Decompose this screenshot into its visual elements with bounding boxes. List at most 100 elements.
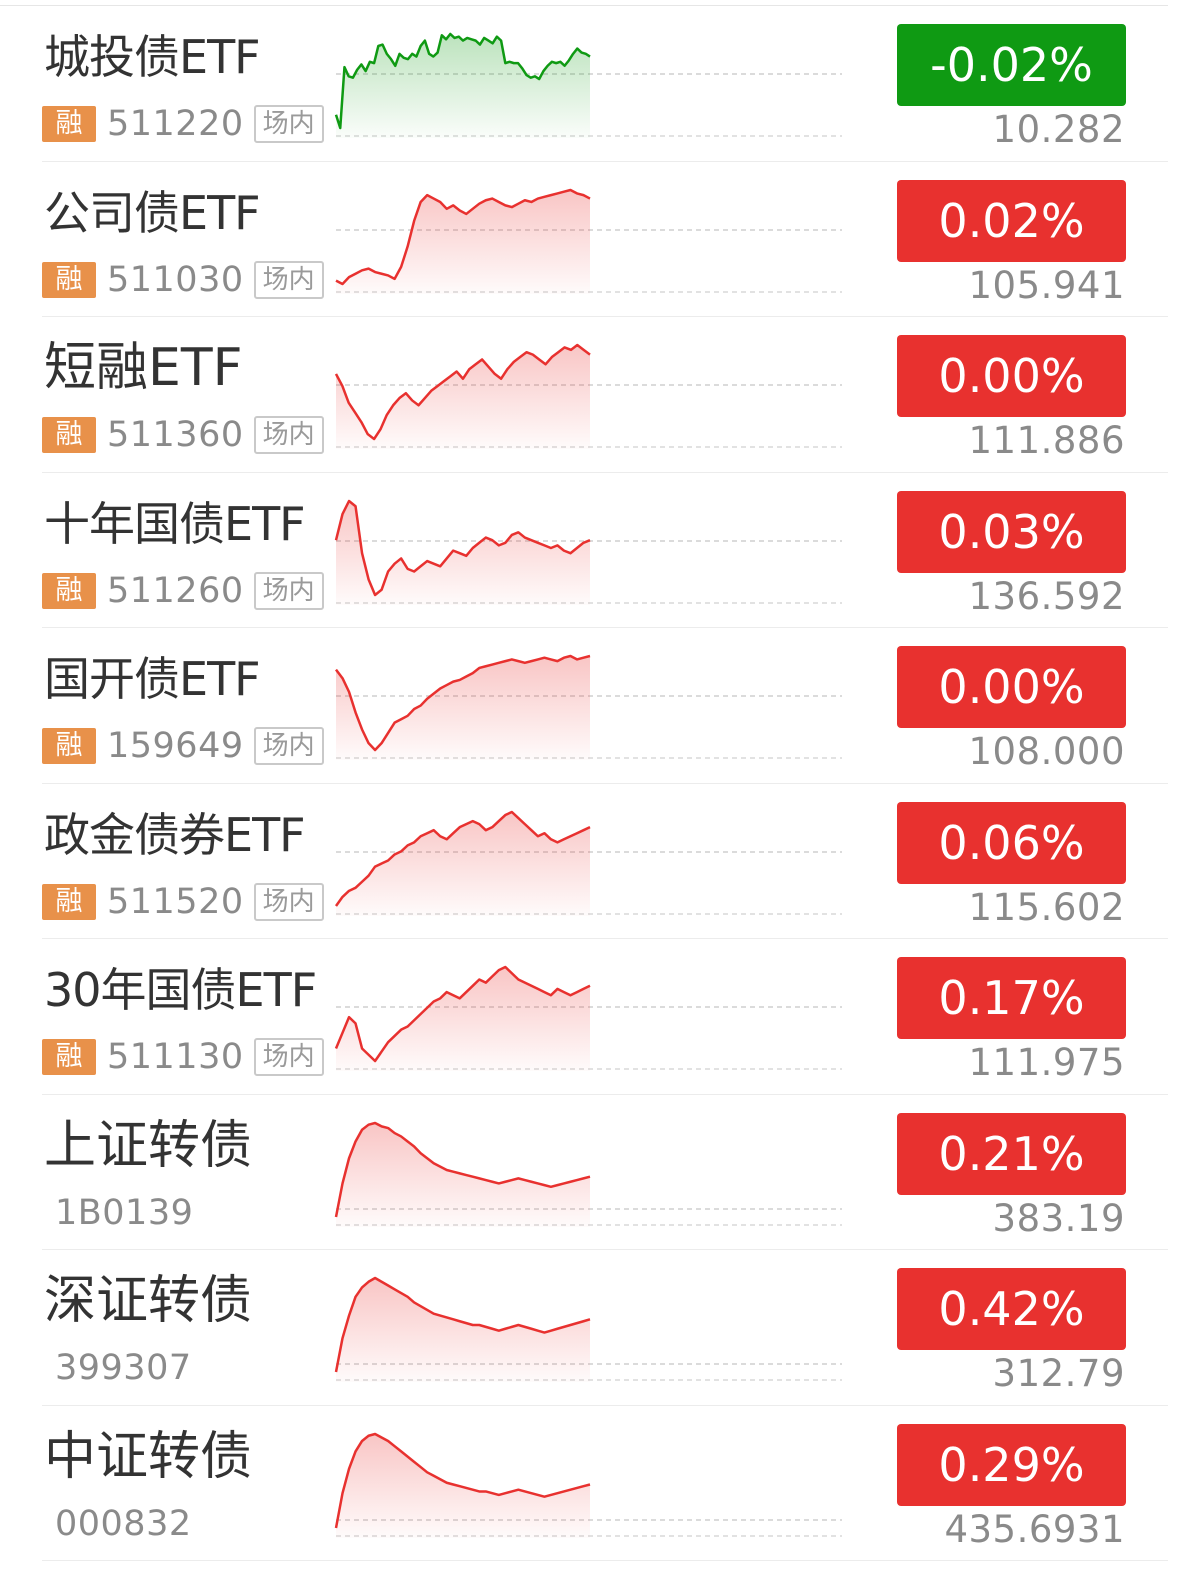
list-item-511520[interactable]: 政金债券ETF 融 511520 场内 0.06% 115.602 (0, 784, 1180, 939)
sparkline-line (334, 810, 591, 907)
margin-badge: 融 (42, 417, 96, 453)
item-price: 10.282 (992, 108, 1125, 151)
sparkline-area (336, 811, 590, 916)
list-item-399307[interactable]: 深证转债 399307 0.42% 312.79 (0, 1250, 1180, 1406)
etf-list: 城投债ETF 融 511220 场内 -0.02% 10.282 公司债ETF … (0, 6, 1180, 1561)
list-item-511030[interactable]: 公司债ETF 融 511030 场内 0.02% 105.941 (0, 162, 1180, 317)
row-divider (42, 782, 1168, 784)
margin-badge: 融 (42, 883, 96, 920)
change-percent-button[interactable]: 0.42% (897, 1268, 1126, 1350)
item-price: 111.886 (968, 419, 1125, 462)
sparkline-area (336, 1278, 590, 1382)
item-price: 383.19 (992, 1196, 1125, 1240)
market-badge: 场内 (253, 260, 324, 299)
top-divider (0, 5, 1168, 6)
change-percent-button[interactable]: 0.00% (897, 335, 1126, 417)
row-divider (42, 471, 1168, 473)
item-meta: 399307 (44, 1348, 192, 1388)
margin-badge: 融 (42, 572, 96, 609)
row-divider (42, 1249, 1168, 1250)
item-name: 深证转债 (44, 1271, 253, 1331)
change-percent-button[interactable]: 0.29% (897, 1423, 1126, 1506)
list-item-159649[interactable]: 国开债ETF 融 159649 场内 0.00% 108.000 (0, 628, 1180, 784)
item-name: 中证转债 (44, 1426, 253, 1487)
item-code: 1B0139 (55, 1192, 194, 1233)
item-code: 399307 (55, 1348, 192, 1388)
sparkline-area (336, 189, 590, 294)
item-name: 30年国债ETF (44, 963, 317, 1017)
item-price: 312.79 (992, 1352, 1125, 1395)
item-meta: 融 511520 场内 (42, 882, 324, 922)
row-divider (42, 1404, 1168, 1406)
sparkline-area (336, 967, 590, 1071)
sparkline-line (334, 1276, 591, 1373)
item-code: 000832 (55, 1503, 192, 1544)
market-badge: 场内 (253, 882, 324, 921)
item-code: 511220 (107, 104, 244, 144)
intraday-sparkline (334, 1432, 842, 1538)
item-name: 上证转债 (44, 1115, 253, 1176)
list-item-511130[interactable]: 30年国债ETF 融 511130 场内 0.17% 111.975 (0, 939, 1180, 1095)
row-divider (42, 1560, 1168, 1561)
item-meta: 融 511260 场内 (42, 571, 324, 611)
change-percent-button[interactable]: 0.21% (897, 1112, 1126, 1195)
margin-badge: 融 (42, 728, 96, 764)
item-price: 108.000 (968, 730, 1125, 773)
sparkline-line (334, 32, 591, 130)
sparkline-area (336, 345, 590, 449)
intraday-sparkline (334, 965, 842, 1071)
item-code: 511520 (107, 881, 244, 922)
item-price: 136.592 (968, 574, 1125, 618)
item-code: 511130 (107, 1037, 244, 1077)
row-divider (42, 316, 1168, 317)
row-divider (42, 938, 1168, 939)
intraday-sparkline (334, 343, 842, 449)
sparkline-line (334, 1432, 591, 1528)
margin-badge: 融 (42, 106, 96, 142)
market-badge: 场内 (253, 1038, 324, 1076)
change-percent-button[interactable]: 0.00% (897, 646, 1126, 728)
row-divider (42, 1093, 1168, 1095)
sparkline-area (336, 656, 590, 760)
row-divider (42, 627, 1168, 628)
margin-badge: 融 (42, 1039, 96, 1075)
item-name: 短融ETF (44, 338, 243, 398)
change-percent-button[interactable]: 0.02% (897, 179, 1126, 262)
item-meta: 融 511030 场内 (42, 260, 324, 300)
list-item-511360[interactable]: 短融ETF 融 511360 场内 0.00% 111.886 (0, 317, 1180, 473)
row-divider (42, 160, 1168, 162)
list-item-1B0139[interactable]: 上证转债 1B0139 0.21% 383.19 (0, 1095, 1180, 1250)
intraday-sparkline (334, 32, 842, 138)
item-price: 435.6931 (944, 1507, 1125, 1551)
sparkline-line (334, 343, 591, 441)
item-name: 十年国债ETF (44, 496, 305, 551)
list-item-511260[interactable]: 十年国债ETF 融 511260 场内 0.03% 136.592 (0, 473, 1180, 628)
list-item-511220[interactable]: 城投债ETF 融 511220 场内 -0.02% 10.282 (0, 6, 1180, 162)
sparkline-line (335, 188, 591, 285)
item-meta: 融 511220 场内 (42, 104, 324, 144)
sparkline-line (334, 499, 591, 596)
change-percent-button[interactable]: -0.02% (897, 24, 1126, 106)
change-percent-button[interactable]: 0.06% (897, 801, 1126, 884)
change-percent-button[interactable]: 0.17% (897, 957, 1126, 1039)
item-name: 城投债ETF (44, 30, 260, 84)
intraday-sparkline (335, 188, 842, 294)
intraday-sparkline (334, 1121, 842, 1227)
item-name: 公司债ETF (44, 185, 260, 240)
intraday-sparkline (334, 1276, 842, 1382)
item-code: 511260 (107, 570, 244, 611)
item-price: 111.975 (968, 1041, 1125, 1084)
item-meta: 融 511360 场内 (42, 415, 324, 455)
item-name: 政金债券ETF (44, 807, 305, 862)
item-price: 105.941 (968, 263, 1125, 307)
market-badge: 场内 (253, 727, 324, 765)
item-code: 159649 (107, 726, 244, 766)
change-percent-button[interactable]: 0.03% (897, 490, 1126, 573)
item-meta: 融 159649 场内 (42, 726, 324, 766)
sparkline-line (334, 965, 591, 1063)
sparkline-area (336, 1433, 590, 1538)
list-item-000832[interactable]: 中证转债 000832 0.29% 435.6931 (0, 1406, 1180, 1561)
market-badge: 场内 (253, 105, 324, 143)
intraday-sparkline (334, 810, 842, 916)
item-code: 511360 (107, 415, 244, 455)
